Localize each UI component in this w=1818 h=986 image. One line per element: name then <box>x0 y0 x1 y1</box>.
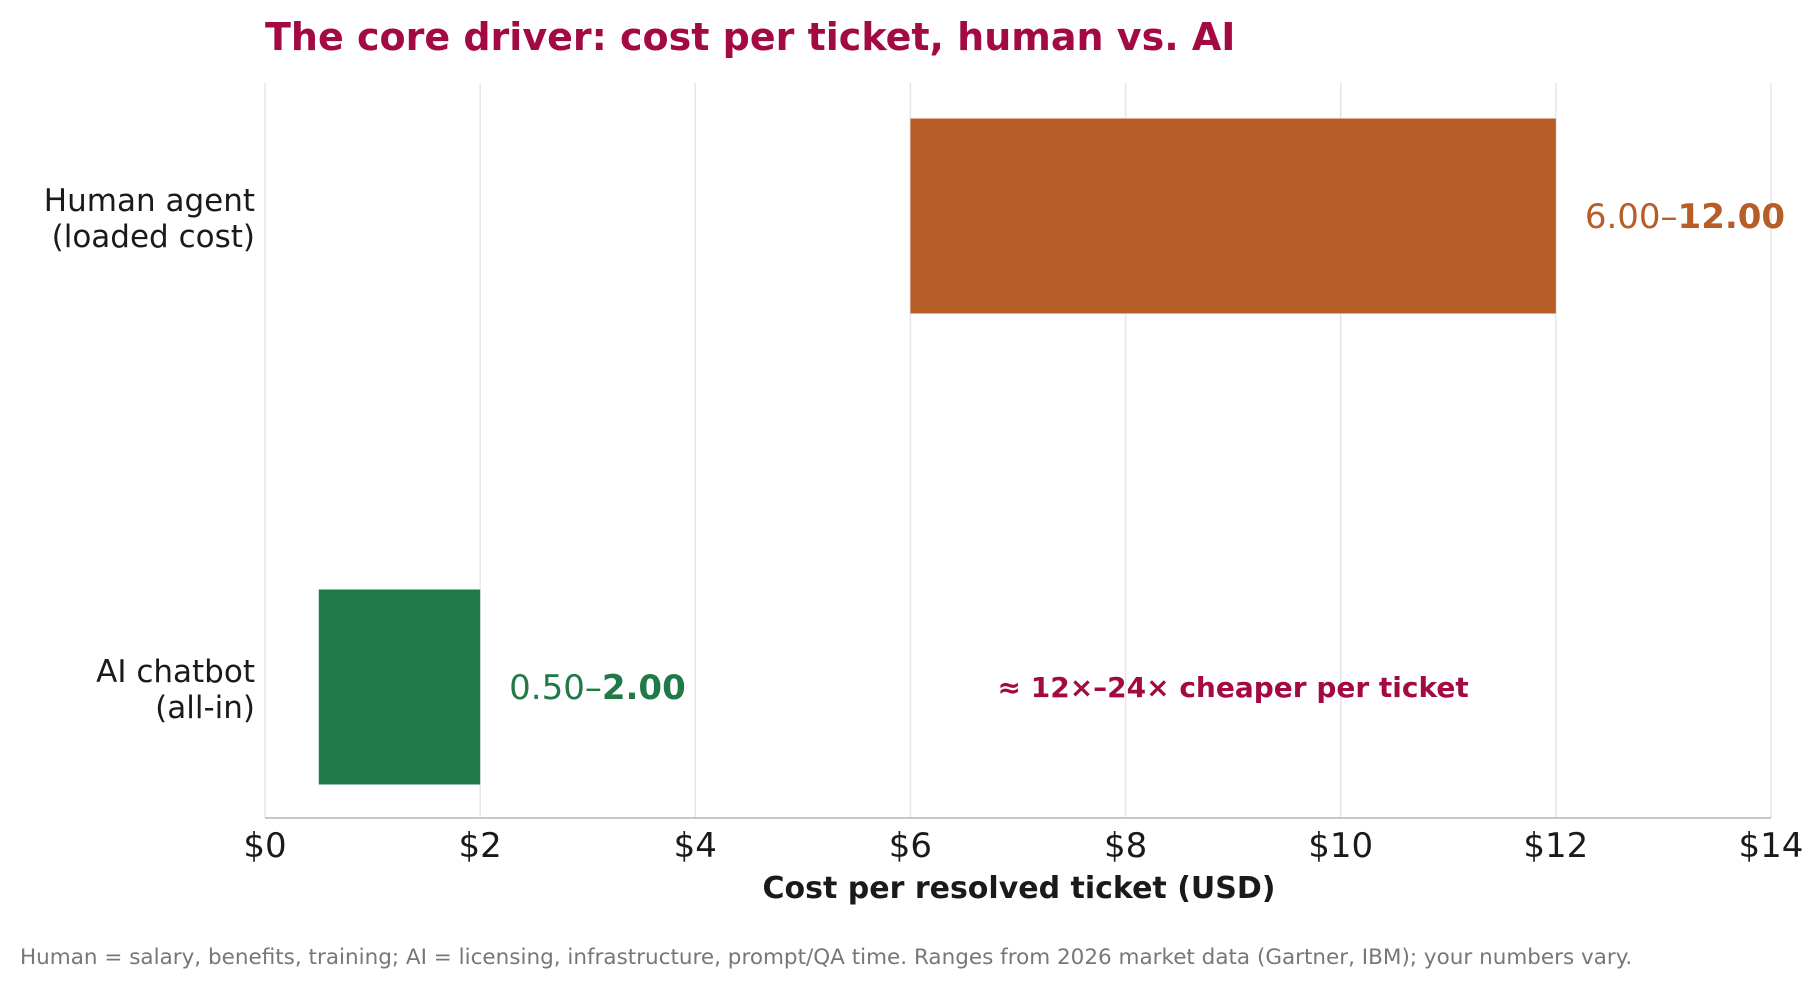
x-tick-labels: $0 $2 $4 $6 $8 $10 $12 $14 <box>243 826 1803 866</box>
bars <box>318 118 1556 785</box>
chart-title: The core driver: cost per ticket, human … <box>265 15 1235 59</box>
bar-human-agent <box>910 118 1556 314</box>
x-tick-label-10: $10 <box>1308 826 1373 866</box>
x-tick-label-2: $2 <box>459 826 502 866</box>
value-label-human-agent: 6.00–12.00 <box>1585 197 1785 237</box>
x-tick-label-12: $12 <box>1523 826 1588 866</box>
x-tick-label-4: $4 <box>674 826 717 866</box>
footnote: Human = salary, benefits, training; AI =… <box>20 945 1632 970</box>
x-tick-label-8: $8 <box>1104 826 1147 866</box>
bar-ai-chatbot <box>318 589 481 785</box>
category-label-human-agent: Human agent (loaded cost) <box>44 183 255 255</box>
x-tick-label-0: $0 <box>243 826 286 866</box>
category-labels: Human agent (loaded cost) AI chatbot (all-i… <box>44 183 255 726</box>
category-label-ai-chatbot: AI chatbot (all-in) <box>96 654 255 726</box>
x-axis-label: Cost per resolved ticket (USD) <box>762 871 1275 906</box>
value-labels: 6.00–12.00 0.50–2.00 <box>509 197 1785 708</box>
value-label-ai-chatbot: 0.50–2.00 <box>509 668 686 708</box>
x-tick-label-14: $14 <box>1739 826 1804 866</box>
x-tick-label-6: $6 <box>889 826 932 866</box>
savings-annotation: ≈ 12×–24× cheaper per ticket <box>998 671 1469 704</box>
